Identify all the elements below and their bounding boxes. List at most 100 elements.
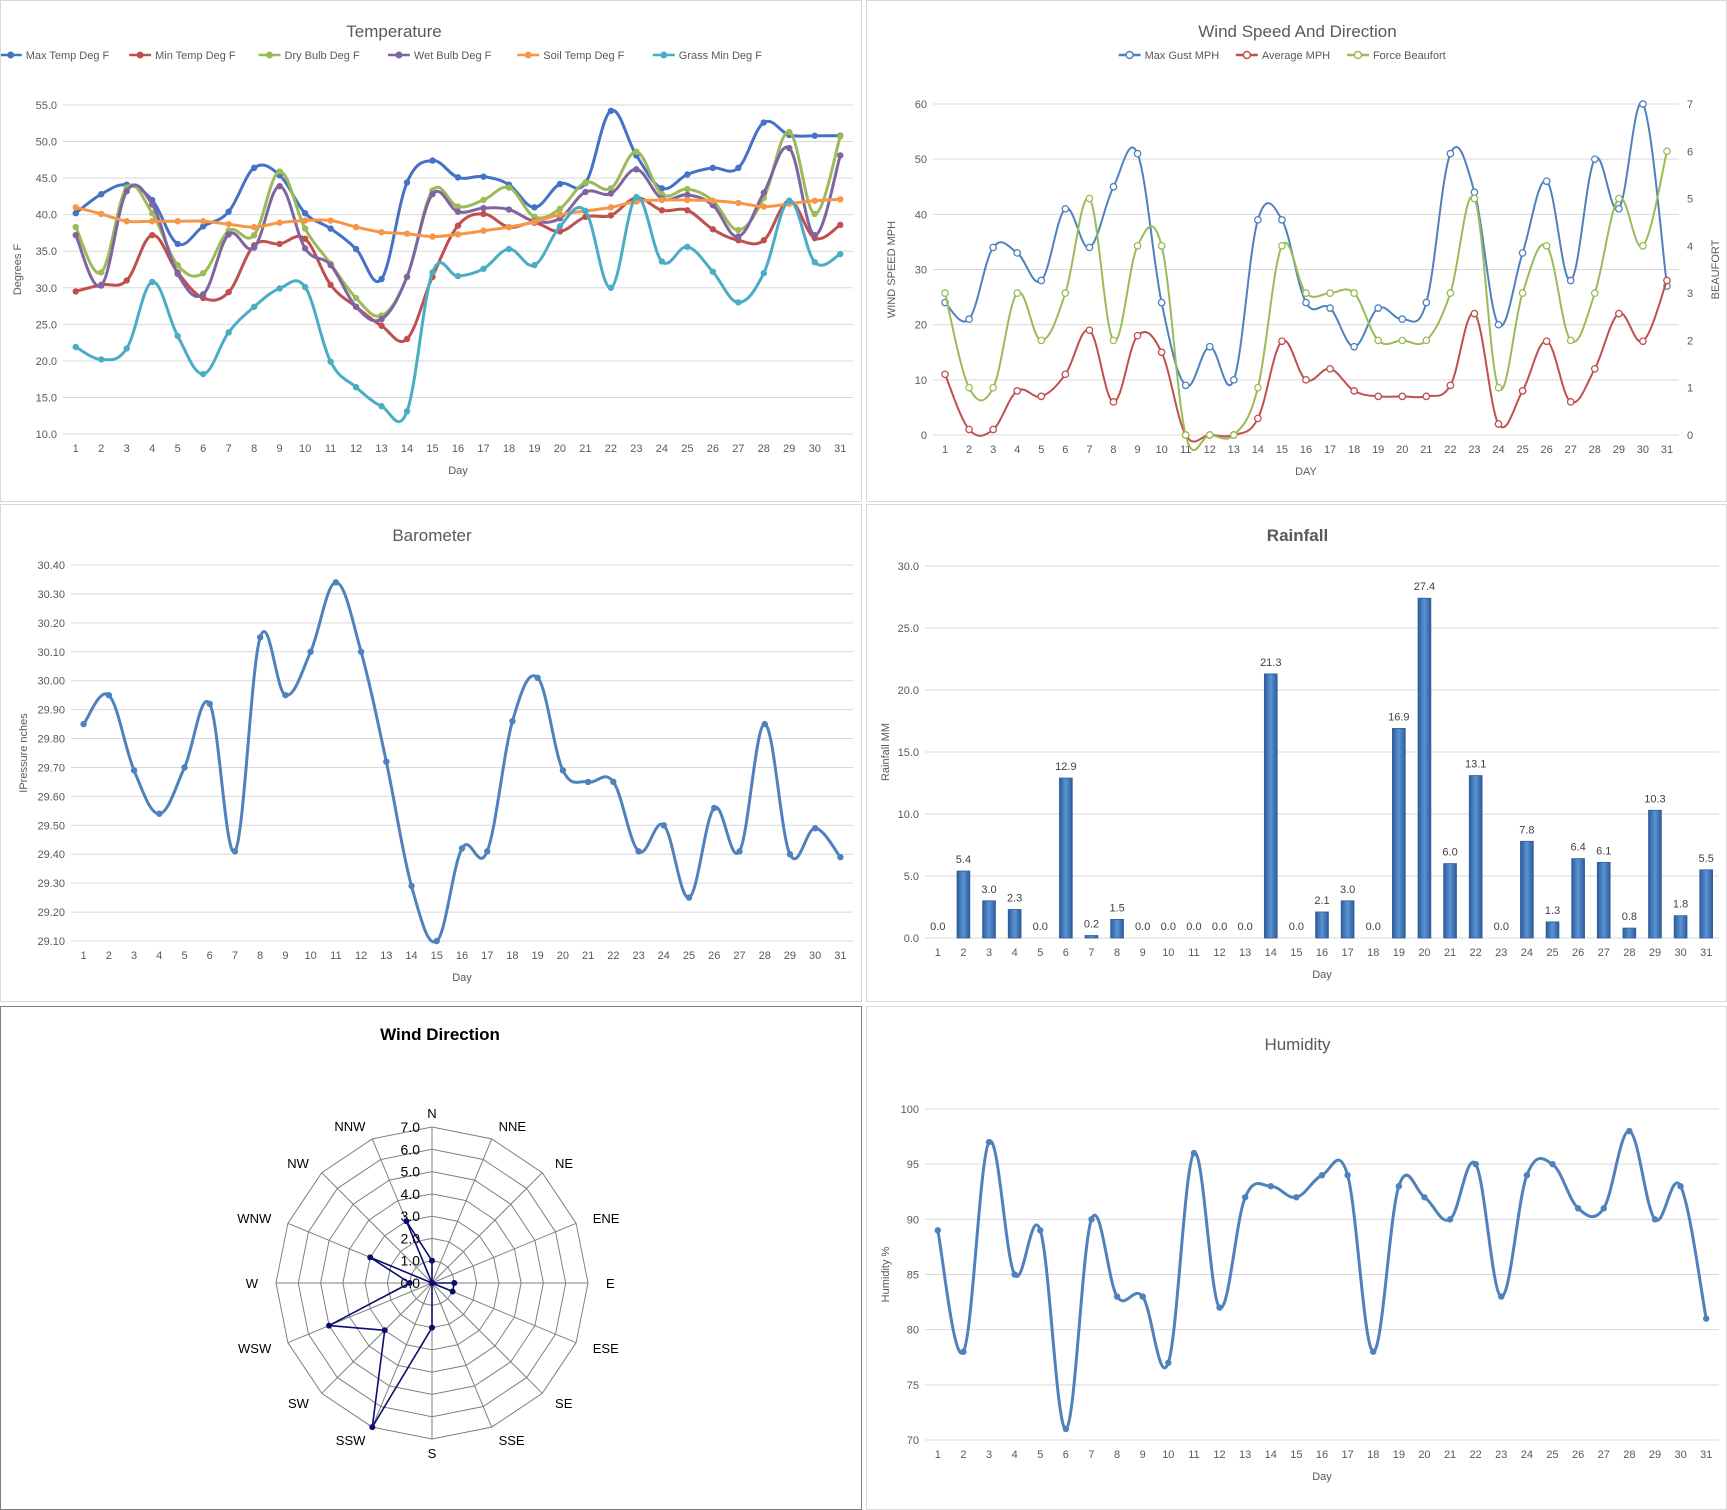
data-point: [1639, 242, 1647, 250]
data-point: [1542, 242, 1551, 250]
data-point: [735, 299, 742, 306]
x-tick-label: 21: [579, 443, 591, 455]
data-point: [148, 231, 156, 239]
data-point: [582, 188, 589, 196]
x-tick-label: 23: [632, 950, 644, 962]
radar-data-point: [449, 1288, 456, 1295]
data-point: [250, 303, 258, 310]
x-tick-label: 7: [226, 443, 232, 455]
x-tick-label: 5: [1037, 1449, 1043, 1461]
radar-data-point: [406, 1280, 413, 1286]
data-point: [786, 851, 794, 858]
data-point: [684, 191, 691, 199]
radar-data-point: [369, 1424, 376, 1431]
y-tick-label: 60: [915, 99, 927, 111]
data-point: [1446, 149, 1455, 158]
x-tick-label: 24: [1521, 1449, 1533, 1461]
rain-bar: [1468, 775, 1483, 939]
x-tick-label: 9: [1134, 444, 1140, 456]
data-point: [607, 284, 615, 291]
data-point: [633, 166, 640, 173]
data-point: [199, 291, 207, 298]
x-tick-label: 15: [1276, 444, 1288, 456]
data-point: [225, 220, 232, 228]
data-point: [1614, 309, 1623, 318]
data-point: [130, 767, 138, 774]
x-tick-label: 25: [1516, 444, 1528, 456]
data-point: [282, 691, 289, 699]
x-tick-label: 30: [1637, 444, 1649, 456]
data-point: [607, 212, 615, 219]
y-tick-label: 20: [915, 320, 927, 332]
data-label: 0.8: [1622, 911, 1637, 923]
x-axis-label: Day: [448, 465, 468, 477]
data-label: 0.0: [1289, 921, 1304, 933]
data-point: [301, 217, 309, 224]
data-point: [301, 283, 309, 291]
y-tick-label: 70: [907, 1435, 919, 1447]
data-point: [735, 199, 742, 207]
data-label: 6.0: [1442, 847, 1457, 859]
rain-bar: [1443, 863, 1457, 939]
data-point: [1350, 342, 1358, 351]
rain-bar: [1084, 935, 1099, 939]
data-label: 0.0: [1186, 921, 1201, 933]
x-tick-label: 10: [1162, 1449, 1174, 1461]
radial-tick-label: 6.0: [401, 1141, 421, 1157]
x-tick-label: 13: [1228, 444, 1240, 456]
data-point: [760, 237, 768, 244]
data-point: [1085, 243, 1094, 252]
x-tick-label: 29: [1649, 1449, 1661, 1461]
data-point: [454, 272, 462, 280]
x-tick-label: 14: [405, 950, 417, 962]
data-point: [1518, 249, 1527, 257]
data-point: [1663, 276, 1671, 285]
x-tick-label: 22: [1470, 947, 1482, 959]
data-point: [72, 231, 79, 239]
data-point: [736, 848, 743, 855]
data-point: [1013, 249, 1022, 257]
series-line: [936, 1129, 1708, 1431]
x-tick-label: 28: [1623, 1449, 1635, 1461]
data-point: [123, 188, 130, 195]
direction-label: NW: [287, 1156, 309, 1171]
data-point: [1446, 1216, 1454, 1223]
x-tick-label: 30: [809, 950, 821, 962]
data-point: [148, 218, 156, 225]
data-point: [301, 235, 309, 242]
y-tick-label: 35.0: [36, 246, 57, 258]
x-tick-label: 10: [305, 950, 317, 962]
data-label: 0.2: [1084, 919, 1099, 931]
data-point: [199, 370, 207, 378]
x-tick-label: 23: [1468, 444, 1480, 456]
data-label: 0.0: [930, 921, 945, 933]
y-tick-label: 29.70: [37, 762, 65, 774]
data-point: [301, 210, 309, 217]
data-point: [760, 269, 768, 277]
data-point: [1651, 1216, 1659, 1223]
data-point: [480, 204, 487, 212]
data-point: [1446, 381, 1455, 390]
x-tick-label: 11: [325, 443, 336, 455]
data-point: [1205, 342, 1214, 351]
data-point: [760, 119, 768, 126]
x-tick-label: 5: [1037, 947, 1043, 959]
y-tick-label: 29.60: [37, 791, 65, 803]
x-tick-label: 26: [708, 950, 720, 962]
chart-title: Rainfall: [1267, 526, 1328, 545]
data-point: [505, 223, 513, 231]
data-point: [1037, 336, 1046, 345]
x-tick-label: 24: [658, 950, 670, 962]
data-label: 21.3: [1260, 657, 1281, 669]
data-label: 0.0: [1238, 921, 1253, 933]
direction-label: WNW: [237, 1211, 272, 1226]
data-point: [352, 303, 360, 310]
rain-bar: [1673, 915, 1688, 939]
x-tick-label: 2: [960, 947, 966, 959]
data-point: [378, 316, 385, 323]
rain-bar: [956, 870, 971, 939]
y-axis-label: IPressure nches: [18, 713, 30, 793]
data-point: [378, 403, 385, 410]
x-tick-label: 8: [1114, 947, 1120, 959]
x-tick-label: 27: [1565, 444, 1577, 456]
